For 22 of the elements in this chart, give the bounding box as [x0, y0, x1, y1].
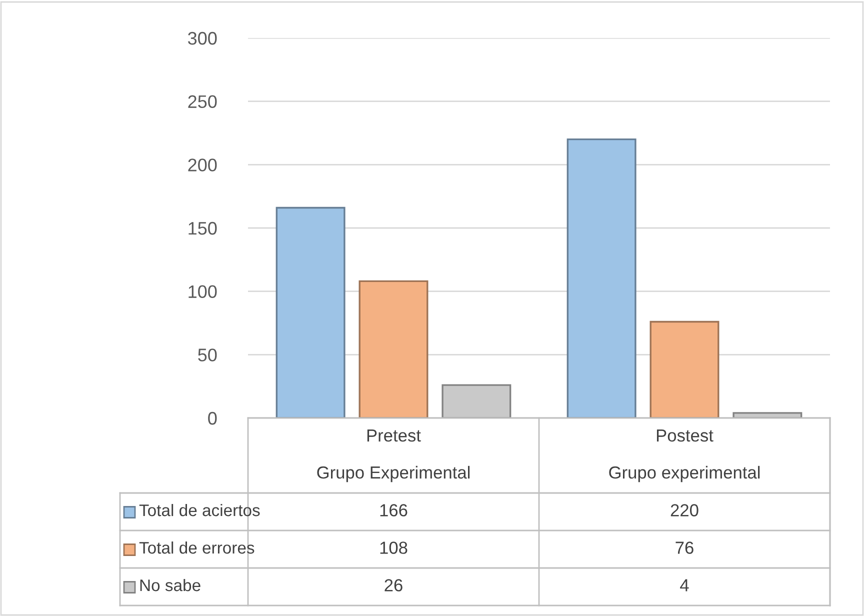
- y-tick-label: 200: [188, 158, 217, 172]
- y-tick-label: 0: [208, 412, 217, 425]
- legend-label: Total de errores: [139, 541, 254, 554]
- legend-label: Total de aciertos: [139, 504, 260, 516]
- data-label: 26: [384, 579, 402, 592]
- data-label: 108: [380, 542, 408, 554]
- y-tick-label: 100: [188, 285, 217, 298]
- data-label: 76: [676, 542, 694, 554]
- bar: [276, 206, 346, 418]
- y-tick-label: 150: [188, 222, 217, 235]
- category-label: Pretest Grupo Experimental: [317, 430, 470, 482]
- category-label: Postest Grupo experimental: [609, 430, 760, 482]
- legend-label: No sabe: [140, 578, 200, 592]
- bar: [566, 138, 636, 418]
- data-label: 166: [380, 504, 408, 516]
- data-label: 220: [670, 504, 698, 516]
- data-label: 4: [680, 579, 689, 592]
- y-tick-label: 250: [188, 95, 217, 108]
- y-tick-label: 50: [198, 348, 217, 362]
- bar: [650, 320, 720, 418]
- y-tick-label: 300: [188, 32, 217, 45]
- bar: [358, 280, 428, 418]
